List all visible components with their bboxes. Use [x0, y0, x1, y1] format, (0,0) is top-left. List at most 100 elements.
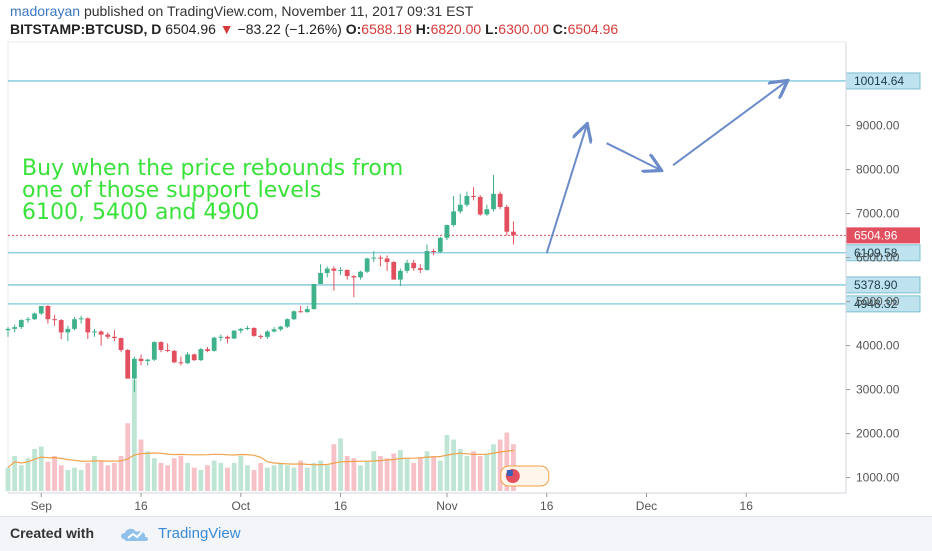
candle-body — [364, 258, 370, 272]
volume-bar — [324, 465, 330, 491]
x-tick-label: 16 — [134, 499, 148, 513]
candle-body — [457, 204, 463, 212]
volume-bar — [178, 455, 184, 491]
footer: Created with TradingView — [0, 516, 932, 551]
candle-body — [404, 262, 410, 271]
us-flag-canton — [506, 470, 513, 476]
volume-bar — [125, 423, 131, 491]
candle-body — [271, 329, 277, 332]
volume-bar — [245, 465, 250, 491]
chart-header: madorayan published on TradingView.com, … — [10, 2, 922, 38]
y-tick-label: 9000.00 — [856, 119, 900, 133]
volume-bar — [451, 439, 456, 491]
candle-body — [98, 331, 104, 335]
candle-body — [278, 326, 284, 330]
volume-bar — [431, 455, 437, 491]
level-price-label: 4948.32 — [854, 297, 898, 311]
x-tick-label: 16 — [740, 499, 754, 513]
volume-bar — [185, 462, 190, 491]
volume-bar — [464, 455, 470, 491]
candle-body — [358, 271, 363, 278]
volume-bar — [398, 450, 403, 491]
candle-body — [497, 193, 503, 207]
candles — [5, 174, 516, 392]
volume-bar — [491, 444, 496, 491]
candle-body — [5, 328, 11, 331]
candle-body — [251, 328, 257, 336]
volume-bar — [284, 465, 290, 491]
volume-bar — [298, 460, 304, 491]
volume-bar — [338, 438, 343, 491]
candle-body — [264, 331, 270, 337]
candle-body — [118, 338, 124, 350]
candle-body — [491, 193, 496, 210]
candle-body — [484, 209, 490, 215]
candle-body — [25, 319, 31, 321]
volume-bar — [371, 451, 377, 491]
volume-bar — [145, 451, 151, 491]
volume-bar — [424, 451, 430, 491]
candle-body — [284, 319, 290, 327]
high-label: H: — [415, 21, 431, 37]
candle-body — [351, 276, 357, 278]
candle-body — [32, 313, 37, 320]
volume-bar — [291, 467, 297, 491]
x-tick-label: Dec — [636, 499, 657, 513]
candle-body — [391, 262, 397, 280]
volume-bar — [78, 469, 84, 491]
volume-bar — [165, 465, 171, 491]
candle-body — [112, 336, 117, 339]
price-chart[interactable]: 10014.64 6109.58 5378.90 4948.32 6504.96 Buy… — [0, 0, 932, 516]
close-label: C: — [552, 21, 568, 37]
volume-bar — [384, 458, 390, 491]
author-link[interactable]: madorayan — [10, 3, 81, 19]
volume-bar — [18, 465, 24, 491]
volume-bar — [231, 462, 237, 491]
candle-body — [245, 328, 250, 329]
candle-body — [85, 318, 91, 333]
x-tick-label: 16 — [334, 499, 348, 513]
candle-body — [444, 225, 450, 238]
y-tick-label: 2000.00 — [856, 427, 900, 441]
candle-body — [78, 318, 84, 320]
volume-bar — [471, 451, 476, 491]
volume-bar — [344, 455, 350, 491]
y-tick-label: 4000.00 — [856, 339, 900, 353]
candle-body — [205, 349, 210, 351]
volume-bar — [358, 465, 363, 491]
price-change: −83.22 (−1.26%) — [237, 21, 342, 37]
candle-body — [171, 350, 177, 363]
candle-body — [105, 334, 111, 337]
y-tick-label: 3000.00 — [856, 383, 900, 397]
candle-body — [72, 319, 77, 329]
price-axis[interactable]: 1000.00 2000.00 3000.00 4000.00 5000.00 6000.… — [845, 42, 900, 493]
volume-bar — [238, 455, 244, 491]
candle-body — [185, 354, 190, 364]
publish-line: madorayan published on TradingView.com, … — [10, 2, 922, 20]
tradingview-brand[interactable]: TradingView — [158, 525, 241, 542]
volume-bar — [444, 434, 450, 491]
candle-body — [52, 319, 57, 321]
low-value: 6300.00 — [498, 21, 549, 37]
volume-bar — [112, 462, 117, 491]
volume-bar — [484, 453, 490, 491]
candle-body — [291, 311, 297, 320]
volume-bar — [304, 467, 310, 491]
volume-bar — [45, 461, 51, 491]
candle-body — [211, 337, 217, 351]
volume-bar — [38, 446, 44, 491]
candle-body — [125, 350, 131, 379]
candle-body — [477, 196, 483, 215]
volume-bar — [205, 465, 210, 491]
candle-body — [151, 342, 157, 360]
volume-bar — [105, 465, 111, 491]
candle-body — [338, 269, 343, 271]
candle-body — [38, 306, 44, 314]
volume-bar — [404, 458, 410, 491]
time-axis[interactable]: Sep 16 Oct 16 Nov 16 Dec 16 — [8, 492, 846, 513]
x-tick-label: Nov — [436, 499, 457, 513]
candle-body — [437, 237, 443, 252]
symbol-line: BITSTAMP:BTCUSD, D 6504.96 ▼ −83.22 (−1.… — [10, 20, 922, 38]
events-flag-icon[interactable] — [500, 465, 550, 487]
